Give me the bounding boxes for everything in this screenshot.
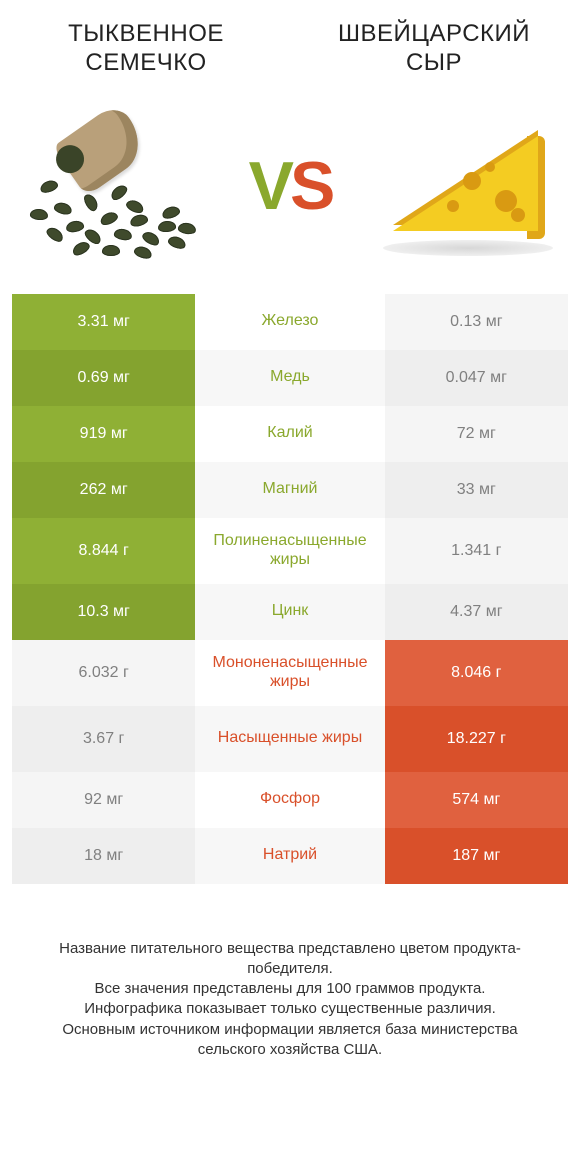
value-right: 187 мг — [385, 828, 568, 884]
seed-icon — [133, 244, 154, 260]
value-right: 4.37 мг — [385, 584, 568, 640]
nutrient-label: Железо — [195, 294, 384, 350]
value-left: 919 мг — [12, 406, 195, 462]
cheese-hole-icon — [485, 162, 495, 172]
value-right: 18.227 г — [385, 706, 568, 772]
nutrient-label: Натрий — [195, 828, 384, 884]
table-row: 262 мгМагний33 мг — [12, 462, 568, 518]
seed-icon — [99, 209, 120, 227]
nutrient-label: Насыщенные жиры — [195, 706, 384, 772]
vs-label: VS — [249, 152, 332, 220]
seed-bag-icon — [52, 101, 152, 196]
cheese-hole-icon — [463, 172, 481, 190]
table-row: 92 мгФосфор574 мг — [12, 772, 568, 828]
value-right: 0.13 мг — [385, 294, 568, 350]
cheese-hole-icon — [447, 200, 459, 212]
seed-icon — [158, 220, 177, 233]
seed-icon — [30, 208, 49, 221]
seed-icon — [177, 221, 196, 234]
value-right: 72 мг — [385, 406, 568, 462]
product-image-left — [22, 106, 202, 266]
vs-v: V — [249, 148, 290, 224]
table-row: 919 мгКалий72 мг — [12, 406, 568, 462]
value-left: 18 мг — [12, 828, 195, 884]
value-right: 0.047 мг — [385, 350, 568, 406]
seed-icon — [65, 219, 85, 233]
value-right: 574 мг — [385, 772, 568, 828]
seed-icon — [113, 227, 133, 241]
seed-icon — [44, 224, 65, 243]
value-right: 1.341 г — [385, 518, 568, 584]
nutrient-label: Полиненасыщенные жиры — [195, 518, 384, 584]
cheese-wedge — [393, 130, 543, 240]
value-right: 8.046 г — [385, 640, 568, 706]
seed-icon — [39, 178, 60, 194]
seed-icon — [125, 197, 146, 215]
value-left: 6.032 г — [12, 640, 195, 706]
seed-icon — [161, 204, 182, 220]
nutrient-label: Калий — [195, 406, 384, 462]
footer-notes: Название питательного вещества представл… — [12, 939, 568, 1061]
value-left: 92 мг — [12, 772, 195, 828]
table-row: 8.844 гПолиненасыщенные жиры1.341 г — [12, 518, 568, 584]
table-row: 3.67 гНасыщенные жиры18.227 г — [12, 706, 568, 772]
cheese-hole-icon — [511, 208, 525, 222]
value-left: 3.31 мг — [12, 294, 195, 350]
comparison-table: 3.31 мгЖелезо0.13 мг0.69 мгМедь0.047 мг9… — [12, 294, 568, 884]
value-right: 33 мг — [385, 462, 568, 518]
table-row: 18 мгНатрий187 мг — [12, 828, 568, 884]
title-left: ТЫКВЕННОЕ СЕМЕЧКО — [22, 20, 270, 78]
value-left: 0.69 мг — [12, 350, 195, 406]
title-right: ШВЕЙЦАРСКИЙ СЫР — [310, 20, 558, 78]
table-row: 10.3 мгЦинк4.37 мг — [12, 584, 568, 640]
nutrient-label: Цинк — [195, 584, 384, 640]
pumpkin-seeds-icon — [22, 111, 202, 261]
seed-icon — [82, 192, 101, 213]
header: ТЫКВЕННОЕ СЕМЕЧКО ШВЕЙЦАРСКИЙ СЫР — [12, 20, 568, 78]
seed-icon — [140, 229, 161, 248]
product-image-right — [378, 106, 558, 266]
value-left: 3.67 г — [12, 706, 195, 772]
table-row: 3.31 мгЖелезо0.13 мг — [12, 294, 568, 350]
footer-line: Основным источником информации является … — [30, 1020, 550, 1061]
value-left: 262 мг — [12, 462, 195, 518]
seed-icon — [53, 200, 73, 215]
table-row: 0.69 мгМедь0.047 мг — [12, 350, 568, 406]
comparison-infographic: ТЫКВЕННОЕ СЕМЕЧКО ШВЕЙЦАРСКИЙ СЫР VS 3.3… — [0, 0, 580, 1090]
images-row: VS — [12, 106, 568, 266]
footer-line: Все значения представлены для 100 граммо… — [30, 979, 550, 999]
table-row: 6.032 гМононенасыщенные жиры8.046 г — [12, 640, 568, 706]
seed-icon — [102, 245, 120, 256]
value-left: 10.3 мг — [12, 584, 195, 640]
value-left: 8.844 г — [12, 518, 195, 584]
seed-icon — [167, 234, 188, 250]
cheese-plate — [383, 240, 553, 256]
nutrient-label: Мононенасыщенные жиры — [195, 640, 384, 706]
cheese-icon — [383, 116, 553, 256]
footer-line: Название питательного вещества представл… — [30, 939, 550, 980]
seed-icon — [129, 212, 149, 227]
nutrient-label: Медь — [195, 350, 384, 406]
vs-s: S — [290, 148, 331, 224]
seed-icon — [70, 239, 91, 258]
nutrient-label: Фосфор — [195, 772, 384, 828]
seed-icon — [109, 182, 130, 202]
footer-line: Инфографика показывает только существенн… — [30, 999, 550, 1019]
nutrient-label: Магний — [195, 462, 384, 518]
